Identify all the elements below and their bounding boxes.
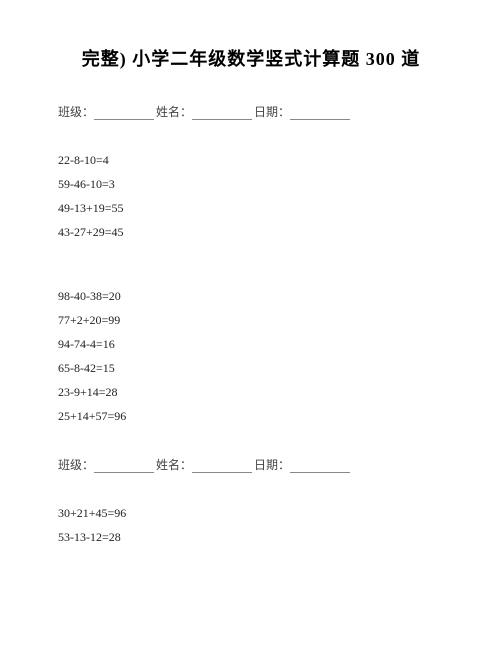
problem-line: 59-46-10=3 <box>58 172 444 196</box>
blank-underline <box>94 108 154 120</box>
blank-underline <box>94 461 154 473</box>
problem-group: 98-40-38=2077+2+20=9994-74-4=1665-8-42=1… <box>58 284 444 428</box>
date-label: 日期： <box>254 458 290 472</box>
problem-line: 53-13-12=28 <box>58 525 444 549</box>
problem-line: 25+14+57=96 <box>58 404 444 428</box>
problem-line: 43-27+29=45 <box>58 220 444 244</box>
blank-underline <box>290 108 350 120</box>
section-header: 班级： 姓名： 日期： <box>58 456 444 473</box>
page-title: 完整) 小学二年级数学竖式计算题 300 道 <box>58 45 444 71</box>
problem-line: 30+21+45=96 <box>58 501 444 525</box>
section-header: 班级： 姓名： 日期： <box>58 103 444 120</box>
problem-line: 98-40-38=20 <box>58 284 444 308</box>
problem-line: 22-8-10=4 <box>58 148 444 172</box>
name-label: 姓名： <box>156 105 192 119</box>
class-label: 班级： <box>58 105 94 119</box>
date-label: 日期： <box>254 105 290 119</box>
problem-group: 22-8-10=459-46-10=349-13+19=5543-27+29=4… <box>58 148 444 244</box>
problem-line: 94-74-4=16 <box>58 332 444 356</box>
problem-line: 49-13+19=55 <box>58 196 444 220</box>
problem-line: 77+2+20=99 <box>58 308 444 332</box>
problem-line: 23-9+14=28 <box>58 380 444 404</box>
blank-underline <box>290 461 350 473</box>
blank-underline <box>192 461 252 473</box>
sections-container: 班级： 姓名： 日期： 22-8-10=459-46-10=349-13+19=554… <box>58 103 444 549</box>
worksheet-page: 完整) 小学二年级数学竖式计算题 300 道 班级： 姓名： 日期： 22-8-10=… <box>0 0 502 549</box>
name-label: 姓名： <box>156 458 192 472</box>
blank-underline <box>192 108 252 120</box>
group-gap <box>58 272 444 284</box>
class-label: 班级： <box>58 458 94 472</box>
problem-line: 65-8-42=15 <box>58 356 444 380</box>
problem-group: 30+21+45=9653-13-12=28 <box>58 501 444 549</box>
